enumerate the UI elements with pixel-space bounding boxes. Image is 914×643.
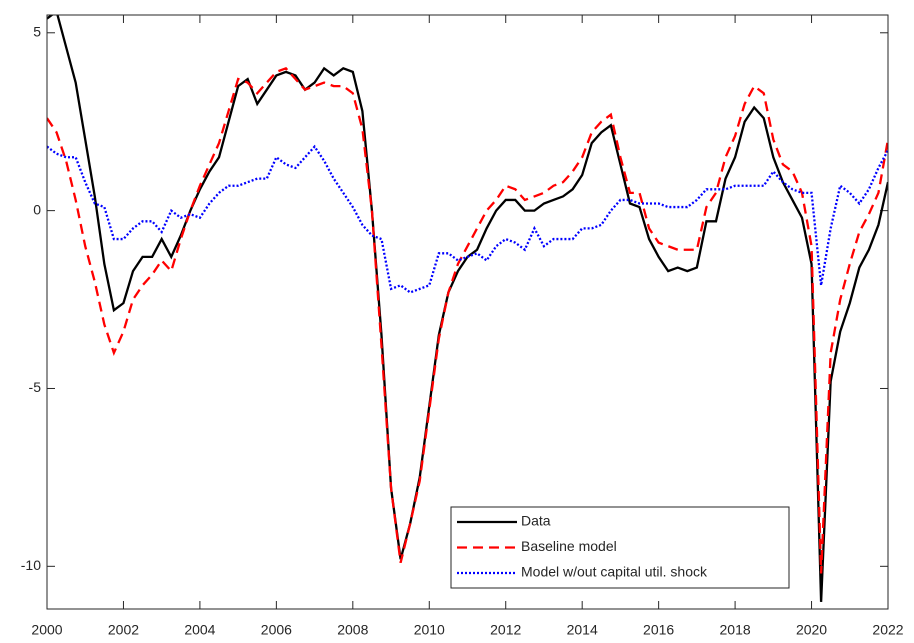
x-tick-label: 2010: [414, 622, 445, 638]
x-tick-label: 2018: [720, 622, 751, 638]
plot-lines: [47, 15, 888, 602]
legend-box: [450, 506, 790, 589]
series-line: [47, 66, 888, 574]
plot-frame: [46, 14, 889, 610]
series-line: [47, 144, 888, 294]
x-tick-label: 2002: [108, 622, 139, 638]
x-tick-label: 2008: [337, 622, 368, 638]
x-tick-label: 2020: [796, 622, 827, 638]
y-tick-label: -10: [21, 557, 41, 573]
legend-label: Data: [521, 513, 551, 529]
x-tick-label: 2014: [567, 622, 598, 638]
x-tick-label: 2000: [31, 622, 62, 638]
x-tick-label: 2004: [184, 622, 215, 638]
x-tick-label: 2016: [643, 622, 674, 638]
x-tick-label: 2022: [872, 622, 903, 638]
legend-label: Baseline model: [521, 538, 617, 554]
legend-label: Model w/out capital util. shock: [521, 564, 708, 580]
y-tick-label: 5: [33, 23, 41, 39]
x-tick-label: 2006: [261, 622, 292, 638]
y-tick-label: -5: [29, 379, 42, 395]
y-tick-label: 0: [33, 201, 41, 217]
x-tick-label: 2012: [490, 622, 521, 638]
